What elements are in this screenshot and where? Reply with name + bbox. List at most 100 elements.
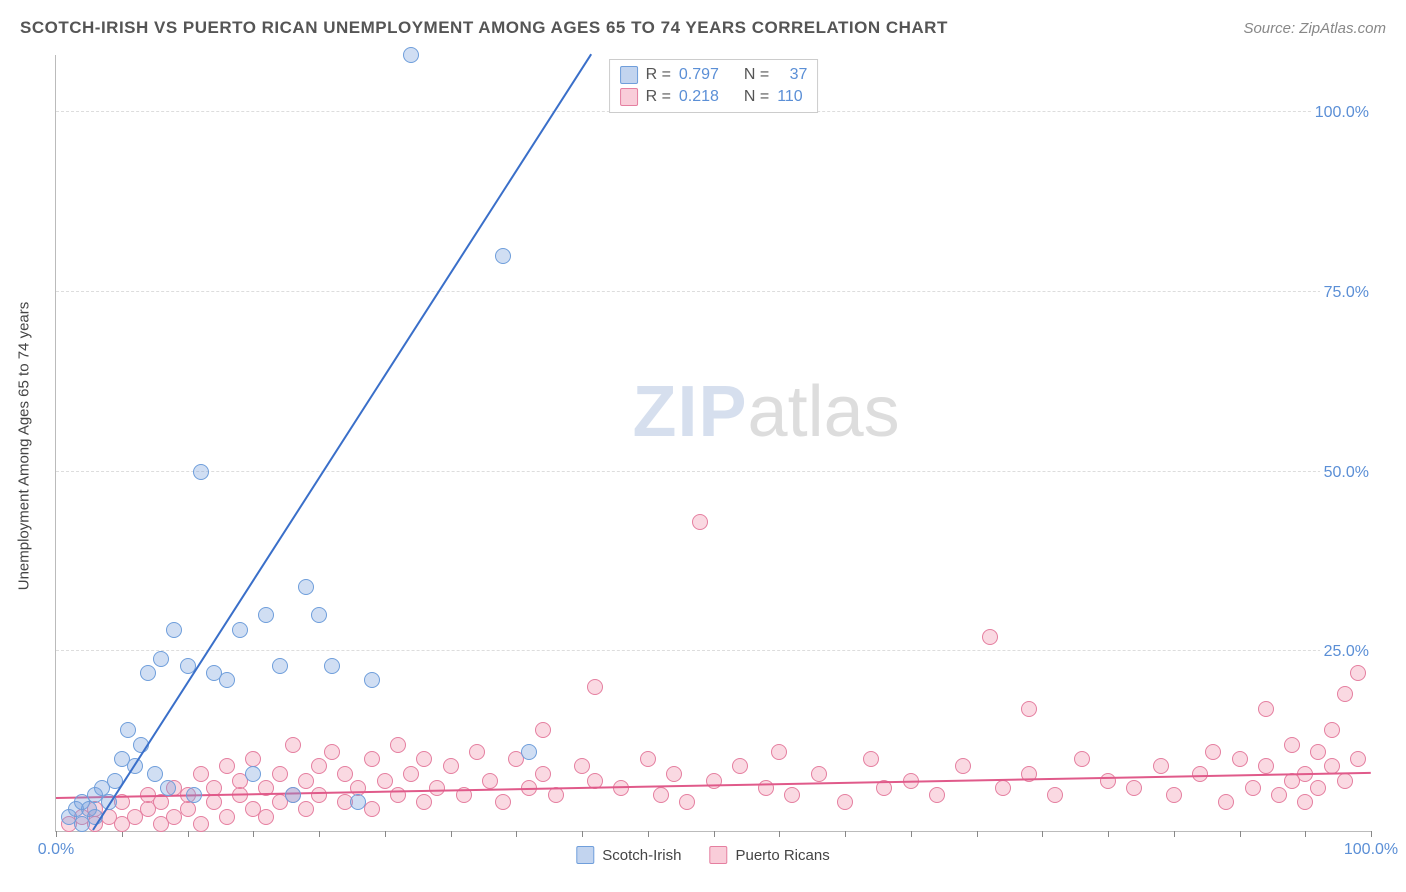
data-point-puerto-ricans (574, 758, 590, 774)
data-point-scotch-irish (350, 794, 366, 810)
watermark-atlas: atlas (748, 372, 900, 452)
data-point-scotch-irish (186, 787, 202, 803)
n-value-2: 110 (777, 88, 803, 106)
data-point-puerto-ricans (535, 766, 551, 782)
data-point-puerto-ricans (863, 751, 879, 767)
legend-swatch-scotch-irish (620, 66, 638, 84)
data-point-puerto-ricans (666, 766, 682, 782)
data-point-scotch-irish (140, 665, 156, 681)
data-point-scotch-irish (160, 780, 176, 796)
data-point-puerto-ricans (1153, 758, 1169, 774)
data-point-scotch-irish (495, 248, 511, 264)
data-point-scotch-irish (258, 607, 274, 623)
chart-title: SCOTCH-IRISH VS PUERTO RICAN UNEMPLOYMEN… (20, 18, 948, 38)
data-point-puerto-ricans (193, 816, 209, 832)
data-point-puerto-ricans (587, 679, 603, 695)
data-point-puerto-ricans (1245, 780, 1261, 796)
x-tick (1108, 831, 1109, 837)
data-point-scotch-irish (403, 47, 419, 63)
x-tick (714, 831, 715, 837)
data-point-puerto-ricans (1232, 751, 1248, 767)
data-point-puerto-ricans (1337, 686, 1353, 702)
data-point-puerto-ricans (429, 780, 445, 796)
data-point-puerto-ricans (732, 758, 748, 774)
data-point-puerto-ricans (298, 773, 314, 789)
x-tick (582, 831, 583, 837)
data-point-scotch-irish (521, 744, 537, 760)
data-point-puerto-ricans (1324, 722, 1340, 738)
data-point-puerto-ricans (495, 794, 511, 810)
data-point-puerto-ricans (982, 629, 998, 645)
data-point-puerto-ricans (1258, 758, 1274, 774)
x-tick (385, 831, 386, 837)
watermark: ZIPatlas (633, 371, 900, 453)
data-point-puerto-ricans (1310, 780, 1326, 796)
data-point-scotch-irish (166, 622, 182, 638)
data-point-puerto-ricans (811, 766, 827, 782)
data-point-puerto-ricans (653, 787, 669, 803)
series-legend: Scotch-Irish Puerto Ricans (576, 846, 829, 864)
data-point-puerto-ricans (837, 794, 853, 810)
data-point-puerto-ricans (311, 787, 327, 803)
data-point-puerto-ricans (324, 744, 340, 760)
data-point-puerto-ricans (1074, 751, 1090, 767)
data-point-puerto-ricans (1258, 701, 1274, 717)
x-tick (1371, 831, 1372, 837)
data-point-puerto-ricans (1310, 744, 1326, 760)
data-point-puerto-ricans (1218, 794, 1234, 810)
gridline (56, 471, 1371, 472)
data-point-puerto-ricans (377, 773, 393, 789)
data-point-puerto-ricans (1166, 787, 1182, 803)
x-tick (319, 831, 320, 837)
r-value-1: 0.797 (679, 66, 719, 84)
data-point-puerto-ricans (482, 773, 498, 789)
legend-swatch-puerto-ricans (620, 88, 638, 106)
data-point-puerto-ricans (1337, 773, 1353, 789)
y-tick-label: 100.0% (1311, 104, 1373, 122)
y-tick-label: 50.0% (1320, 464, 1373, 482)
legend-label: Scotch-Irish (602, 847, 681, 864)
gridline (56, 650, 1371, 651)
x-tick (253, 831, 254, 837)
data-point-puerto-ricans (955, 758, 971, 774)
x-tick (1305, 831, 1306, 837)
data-point-puerto-ricans (390, 737, 406, 753)
data-point-scotch-irish (285, 787, 301, 803)
legend-item-puerto-ricans: Puerto Ricans (709, 846, 829, 864)
data-point-puerto-ricans (771, 744, 787, 760)
data-point-puerto-ricans (1021, 701, 1037, 717)
data-point-puerto-ricans (298, 801, 314, 817)
data-point-puerto-ricans (1350, 665, 1366, 681)
x-tick-label: 0.0% (38, 841, 74, 859)
x-tick (977, 831, 978, 837)
data-point-puerto-ricans (929, 787, 945, 803)
data-point-scotch-irish (364, 672, 380, 688)
data-point-scotch-irish (219, 672, 235, 688)
data-point-scotch-irish (120, 722, 136, 738)
legend-stat-row: R = 0.218 N = 110 (620, 86, 808, 108)
r-label: R = (646, 88, 671, 106)
x-tick (911, 831, 912, 837)
data-point-scotch-irish (272, 658, 288, 674)
data-point-puerto-ricans (1271, 787, 1287, 803)
x-tick (1174, 831, 1175, 837)
data-point-puerto-ricans (272, 766, 288, 782)
x-tick (516, 831, 517, 837)
data-point-puerto-ricans (995, 780, 1011, 796)
n-value-1: 37 (790, 66, 808, 84)
data-point-puerto-ricans (1297, 794, 1313, 810)
data-point-puerto-ricans (640, 751, 656, 767)
legend-label: Puerto Ricans (735, 847, 829, 864)
data-point-puerto-ricans (784, 787, 800, 803)
data-point-puerto-ricans (692, 514, 708, 530)
data-point-puerto-ricans (258, 809, 274, 825)
data-point-scotch-irish (193, 464, 209, 480)
data-point-puerto-ricans (193, 766, 209, 782)
x-tick (56, 831, 57, 837)
correlation-legend: R = 0.797 N = 37 R = 0.218 N = 110 (609, 59, 819, 113)
data-point-scotch-irish (311, 607, 327, 623)
x-tick (451, 831, 452, 837)
data-point-scotch-irish (324, 658, 340, 674)
x-tick (1240, 831, 1241, 837)
data-point-puerto-ricans (1192, 766, 1208, 782)
